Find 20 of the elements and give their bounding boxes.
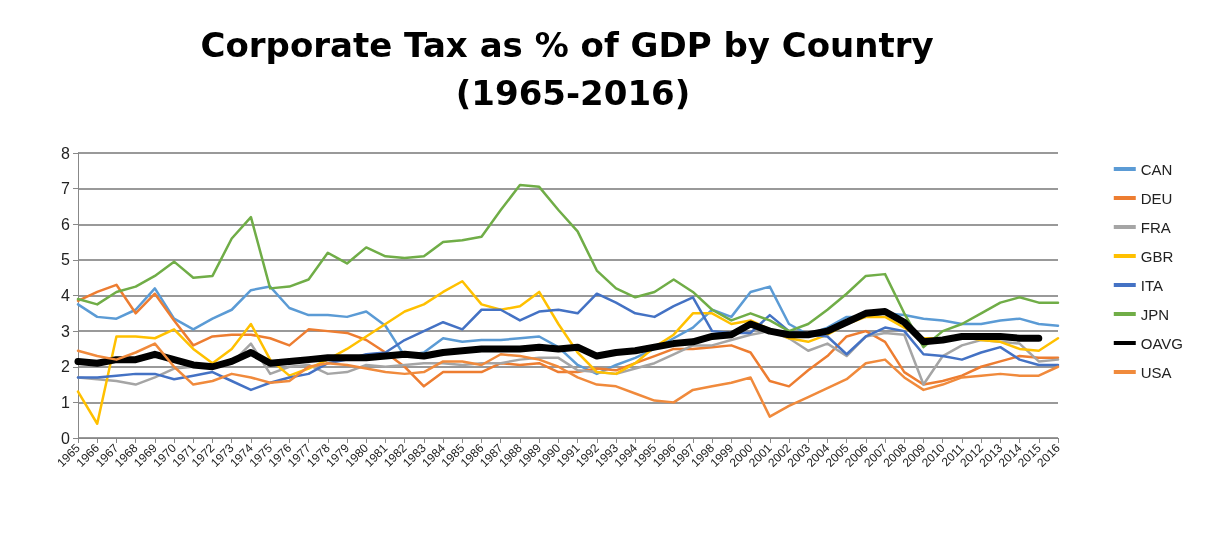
y-tick-label: 4	[61, 287, 71, 304]
legend-label: GBR	[1140, 247, 1174, 265]
legend-label: DEU	[1140, 189, 1173, 207]
y-tick-label: 8	[61, 144, 71, 162]
line-series	[76, 342, 1060, 418]
legend-label: USA	[1140, 363, 1172, 381]
y-tick-label: 1	[61, 393, 71, 411]
legend-label: OAVG	[1140, 334, 1183, 352]
legend-label: JPN	[1140, 305, 1170, 323]
legend-label: FRA	[1140, 218, 1171, 236]
y-tick-label: 3	[61, 322, 71, 340]
legend-label: ITA	[1140, 276, 1163, 294]
y-tick-label: 0	[61, 429, 71, 447]
chart-title: Corporate Tax as % of GDP by Country (1965-2016)	[200, 25, 946, 113]
y-tick-label: 5	[61, 251, 71, 269]
line-series	[76, 183, 1060, 349]
y-tick-label: 7	[61, 180, 71, 198]
y-tick-label: 2	[61, 358, 71, 376]
y-tick-label: 6	[61, 215, 71, 233]
legend-label: CAN	[1140, 160, 1173, 178]
